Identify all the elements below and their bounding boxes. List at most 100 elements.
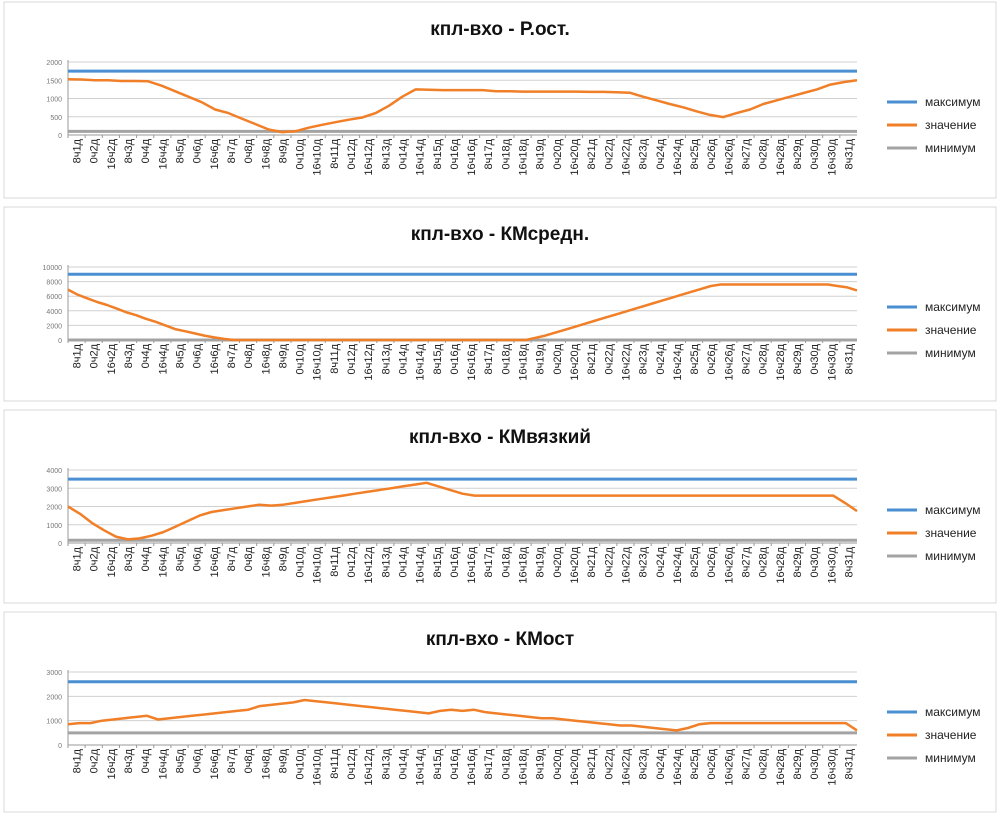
- y-tick-label: 0: [58, 541, 62, 548]
- x-tick-label: 0ч26д: [706, 546, 718, 577]
- x-tick-label: 8ч3д: [123, 138, 135, 163]
- x-tick-label: 16ч14д: [415, 748, 427, 785]
- x-tick-label: 16ч14д: [415, 546, 427, 583]
- x-tick-label: 0ч10д: [295, 546, 307, 577]
- legend-label: значение: [925, 118, 977, 132]
- x-tick-label: 0ч20д: [552, 343, 564, 374]
- x-tick-label: 8ч11д: [329, 343, 341, 373]
- x-tick-label: 8ч31д: [843, 138, 855, 169]
- y-tick-label: 4000: [46, 468, 62, 475]
- legend-value: значение: [887, 526, 977, 540]
- x-tick-label: 0ч26д: [706, 138, 718, 169]
- x-tick-label: 0ч28д: [758, 343, 770, 374]
- x-tick-label: 16ч18д: [518, 343, 530, 380]
- y-tick-label: 1000: [46, 97, 62, 104]
- x-tick-label: 8ч25д: [689, 138, 701, 169]
- legend-label: значение: [925, 323, 977, 337]
- x-tick-label: 8ч11д: [329, 138, 341, 168]
- x-tick-label: 0ч2д: [89, 138, 101, 163]
- x-tick-label: 16ч28д: [775, 546, 787, 583]
- x-tick-label: 16ч6д: [209, 546, 221, 577]
- x-tick-label: 8ч29д: [792, 138, 804, 169]
- x-tick-label: 16ч24д: [672, 138, 684, 175]
- x-tick-label: 16ч10д: [312, 138, 324, 175]
- x-tick-label: 16ч10д: [312, 546, 324, 583]
- y-tick-label: 2000: [46, 694, 62, 701]
- x-tick-label: 0ч22д: [603, 546, 615, 577]
- y-tick-label: 8000: [46, 280, 62, 287]
- x-tick-label: 8ч5д: [174, 546, 186, 571]
- x-tick-label: 8ч25д: [689, 343, 701, 374]
- chart-frame: [3, 1, 997, 199]
- x-tick-label: 16ч24д: [672, 343, 684, 380]
- x-tick-label: 8ч9д: [277, 546, 289, 571]
- legend-label: минимум: [925, 549, 976, 563]
- legend-maximum: максимум: [887, 95, 981, 109]
- x-tick-label: 8ч13д: [380, 138, 392, 169]
- x-tick-label: 16ч26д: [723, 546, 735, 583]
- x-tick-label: 0ч12д: [346, 343, 358, 374]
- x-tick-label: 0ч30д: [809, 138, 821, 169]
- x-tick-label: 0ч6д: [192, 546, 204, 571]
- x-tick-label: 0ч18д: [500, 546, 512, 577]
- x-tick-label: 8ч27д: [741, 546, 753, 577]
- x-tick-label: 8ч7д: [226, 748, 238, 773]
- x-tick-label: 16ч30д: [826, 748, 838, 785]
- x-tick-label: 8ч3д: [123, 546, 135, 571]
- x-tick-label: 8ч5д: [174, 138, 186, 163]
- x-tick-label: 8ч17д: [483, 138, 495, 169]
- x-tick-label: 16ч8д: [260, 546, 272, 577]
- legend-maximum: максимум: [887, 300, 981, 314]
- y-tick-label: 1000: [46, 523, 62, 530]
- x-tick-label: 0ч6д: [192, 343, 204, 368]
- y-tick-label: 1000: [46, 719, 62, 726]
- x-tick-label: 0ч6д: [192, 748, 204, 773]
- x-tick-label: 0ч8д: [243, 546, 255, 571]
- chart-frame: [3, 611, 997, 813]
- x-tick-label: 8ч7д: [226, 343, 238, 368]
- legend-maximum: максимум: [887, 503, 981, 517]
- x-tick-label: 0ч10д: [295, 748, 307, 779]
- y-tick-label: 2000: [46, 505, 62, 512]
- x-tick-label: 0ч14д: [397, 748, 409, 779]
- x-tick-label: 8ч9д: [277, 343, 289, 368]
- legend-label: значение: [925, 728, 977, 742]
- x-tick-label: 8ч23д: [638, 138, 650, 169]
- x-tick-label: 8ч15д: [432, 138, 444, 169]
- x-tick-label: 16ч30д: [826, 343, 838, 380]
- y-tick-label: 1500: [46, 78, 62, 85]
- legend-minimum: минимум: [887, 549, 976, 563]
- x-tick-label: 16ч20д: [569, 138, 581, 175]
- x-tick-label: 8ч25д: [689, 546, 701, 577]
- x-tick-label: 8ч21д: [586, 748, 598, 779]
- x-tick-label: 16ч22д: [620, 748, 632, 785]
- x-tick-label: 0ч28д: [758, 748, 770, 779]
- x-tick-label: 16ч26д: [723, 343, 735, 380]
- x-tick-label: 0ч20д: [552, 546, 564, 577]
- x-tick-label: 16ч18д: [518, 138, 530, 175]
- x-tick-label: 8ч27д: [741, 138, 753, 169]
- x-tick-label: 16ч2д: [106, 343, 118, 374]
- chart-panel-2: кпл-вхо - КМсредн. 0 2000 4000 6000 8000 10000…: [3, 206, 997, 402]
- y-tick-label: 500: [50, 115, 62, 122]
- legend-value: значение: [887, 118, 977, 132]
- x-tick-label: 0ч16д: [449, 546, 461, 577]
- x-tick-label: 16ч16д: [466, 546, 478, 583]
- x-tick-label: 16ч10д: [312, 343, 324, 380]
- x-tick-label: 0ч4д: [140, 343, 152, 368]
- x-tick-label: 8ч1д: [72, 546, 84, 571]
- x-tick-label: 16ч6д: [209, 343, 221, 374]
- x-tick-label: 0ч10д: [295, 343, 307, 374]
- x-tick-label: 0ч22д: [603, 343, 615, 374]
- x-tick-label: 0ч26д: [706, 748, 718, 779]
- x-tick-label: 8ч3д: [123, 748, 135, 773]
- chart-title: кпл-вхо - КМвязкий: [409, 427, 591, 448]
- y-tick-label: 0: [58, 133, 62, 140]
- y-tick-label: 3000: [46, 486, 62, 493]
- x-tick-label: 16ч16д: [466, 138, 478, 175]
- x-tick-label: 0ч8д: [243, 138, 255, 163]
- x-tick-label: 16ч12д: [363, 343, 375, 380]
- x-tick-label: 16ч14д: [415, 343, 427, 380]
- x-tick-label: 16ч8д: [260, 343, 272, 374]
- y-tick-label: 0: [58, 743, 62, 750]
